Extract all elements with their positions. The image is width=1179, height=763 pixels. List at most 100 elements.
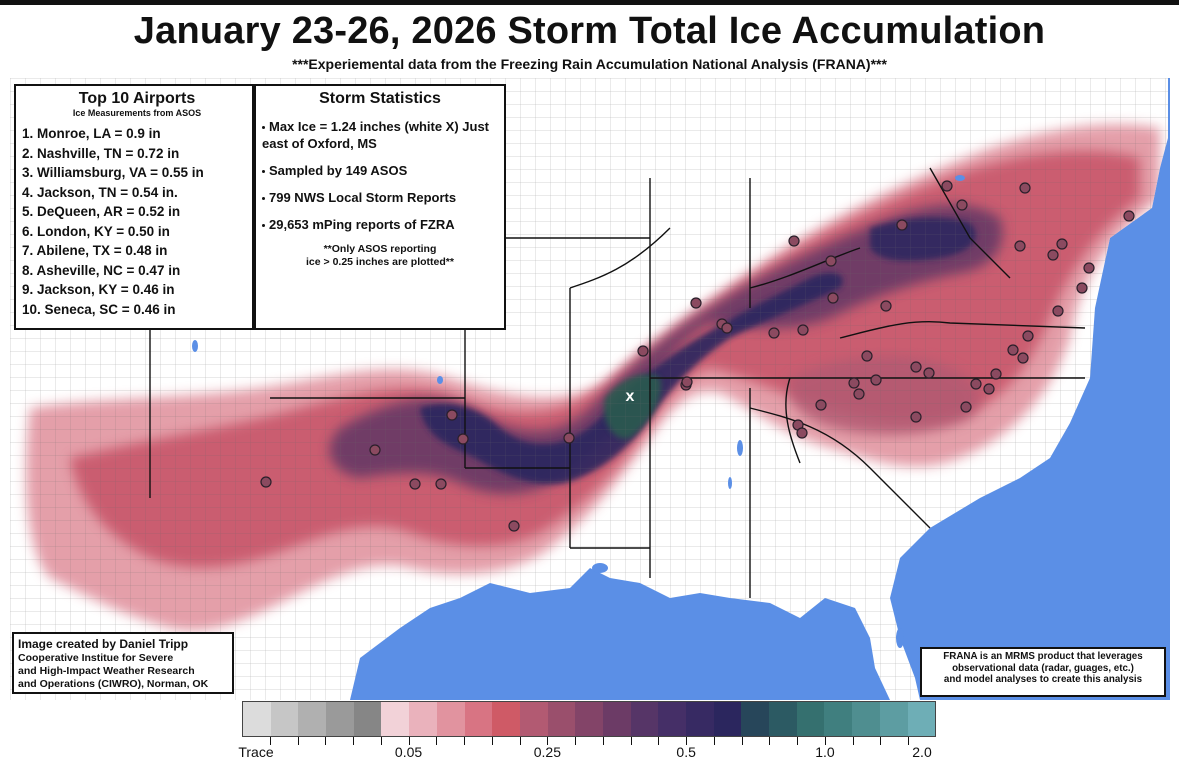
colorbar-tick — [408, 737, 410, 745]
colorbar-tick — [797, 737, 799, 745]
colorbar-label: Trace — [238, 744, 274, 760]
colorbar-tick — [464, 737, 466, 745]
bullet-icon — [262, 224, 265, 228]
map-subtitle: ***Experiemental data from the Freezing … — [292, 56, 887, 72]
stats-heading: Storm Statistics — [319, 90, 441, 107]
colorbar-cell — [353, 702, 382, 736]
stat-item: 29,653 mPing reports of FZRA — [262, 216, 498, 233]
top-airports-panel: Top 10 Airports Ice Measurements from AS… — [14, 84, 254, 330]
colorbar-cell — [519, 702, 548, 736]
frana-note-panel: FRANA is an MRMS product that leverages … — [920, 647, 1166, 697]
frana-note-line: FRANA is an MRMS product that leverages — [943, 651, 1143, 662]
colorbar-cell — [326, 702, 354, 736]
colorbar-ticks — [242, 737, 936, 749]
colorbar-tick — [686, 737, 688, 745]
colorbar-cell — [658, 702, 686, 736]
top-border-line — [0, 0, 1179, 5]
stat-text: Sampled by 149 ASOS — [269, 163, 408, 178]
colorbar-tick — [713, 737, 715, 745]
colorbar-tick — [630, 737, 632, 745]
credit-line: and Operations (CIWRO), Norman, OK — [18, 678, 209, 690]
asos-markers — [260, 180, 1135, 532]
colorbar-cell — [741, 702, 770, 736]
airport-item: 7. Abilene, TX = 0.48 in — [22, 243, 168, 258]
storm-statistics-panel: Storm Statistics Max Ice = 1.24 inches (… — [254, 84, 506, 330]
colorbar-cell — [907, 702, 936, 736]
bullet-icon — [262, 126, 265, 130]
frana-note-line: and model analyses to create this analys… — [943, 674, 1143, 685]
colorbar-cell — [270, 702, 299, 736]
colorbar-cell — [686, 702, 714, 736]
colorbar-tick — [741, 737, 743, 745]
colorbar-tick — [908, 737, 910, 745]
colorbar-cell — [381, 702, 410, 736]
frana-note-line: observational data (radar, guages, etc.) — [952, 662, 1134, 674]
stats-note-line: ice > 0.25 inches are plotted** — [306, 256, 454, 268]
airport-item: 5. DeQueen, AR = 0.52 in — [22, 204, 181, 219]
airport-item: 9. Jackson, KY = 0.46 in — [22, 282, 175, 297]
colorbar-cell — [436, 702, 465, 736]
stat-text: 799 NWS Local Storm Reports — [269, 190, 457, 205]
colorbar-tick — [297, 737, 299, 745]
bullet-icon — [262, 197, 265, 201]
airport-item: 2. Nashville, TN = 0.72 in — [22, 145, 180, 161]
colorbar-label: 1.0 — [815, 744, 835, 760]
stat-text: 29,653 mPing reports of FZRA — [269, 217, 455, 232]
colorbar-tick — [880, 737, 882, 745]
max-ice-marker: x — [626, 388, 635, 405]
colorbar-tick — [575, 737, 577, 745]
lakes — [192, 175, 965, 648]
colorbar-cell — [769, 702, 797, 736]
airport-item: 3. Williamsburg, VA = 0.55 in — [22, 165, 204, 180]
colorbar-tick — [769, 737, 771, 745]
stats-note: **Only ASOS reporting ice > 0.25 inches … — [262, 243, 498, 269]
colorbar-tick — [353, 737, 355, 745]
colorbar-tick — [436, 737, 438, 745]
colorbar-tick — [519, 737, 521, 745]
ice-colorbar — [242, 701, 936, 737]
colorbar-cell — [824, 702, 853, 736]
colorbar-cell — [602, 702, 631, 736]
colorbar-cell — [298, 702, 327, 736]
colorbar-cell — [630, 702, 659, 736]
airport-item: 10. Seneca, SC = 0.46 in — [22, 301, 176, 317]
colorbar-cell — [409, 702, 437, 736]
stat-text: Max Ice = 1.24 inches (white X) Just eas… — [262, 119, 490, 151]
colorbar-label: 0.05 — [394, 744, 423, 760]
credit-author: Image created by Daniel Tripp — [18, 637, 189, 651]
airport-item: 1. Monroe, LA = 0.9 in — [22, 126, 161, 141]
stat-item: Sampled by 149 ASOS — [262, 162, 498, 179]
colorbar-cell — [796, 702, 825, 736]
colorbar-tick — [547, 737, 549, 745]
colorbar-tick — [824, 737, 826, 745]
colorbar-label: 0.25 — [533, 744, 561, 760]
colorbar-cell — [575, 702, 603, 736]
colorbar-cell — [464, 702, 493, 736]
colorbar-tick — [380, 737, 382, 745]
ice-accumulation-map: x — [10, 78, 1170, 700]
credit-line: and High-Impact Weather Research — [18, 665, 195, 677]
airport-item: 8. Asheville, NC = 0.47 in — [22, 262, 181, 278]
stat-item: 799 NWS Local Storm Reports — [262, 189, 498, 206]
stats-note-line: **Only ASOS reporting — [323, 243, 437, 255]
credit-line: Cooperative Institue for Severe — [18, 652, 174, 664]
airport-item: 4. Jackson, TN = 0.54 in. — [22, 184, 178, 200]
colorbar-cell — [492, 702, 520, 736]
colorbar-cell — [713, 702, 742, 736]
stat-item: Max Ice = 1.24 inches (white X) Just eas… — [262, 118, 498, 152]
colorbar-cell — [547, 702, 576, 736]
colorbar-label: 2.0 — [912, 744, 932, 760]
colorbar-tick — [491, 737, 493, 745]
airports-heading: Top 10 Airports — [78, 90, 196, 107]
colorbar-label: 0.5 — [676, 744, 696, 760]
colorbar-cell — [852, 702, 880, 736]
colorbar-tick — [602, 737, 604, 745]
colorbar-tick — [658, 737, 660, 745]
colorbar-tick — [269, 737, 271, 745]
airport-item: 6. London, KY = 0.50 in — [22, 223, 170, 239]
colorbar-cell — [879, 702, 908, 736]
bullet-icon — [262, 170, 265, 174]
colorbar-tick — [325, 737, 327, 745]
credit-panel: Image created by Daniel Tripp Cooperativ… — [12, 632, 234, 694]
map-title: January 23-26, 2026 Storm Total Ice Accu… — [133, 10, 1046, 52]
